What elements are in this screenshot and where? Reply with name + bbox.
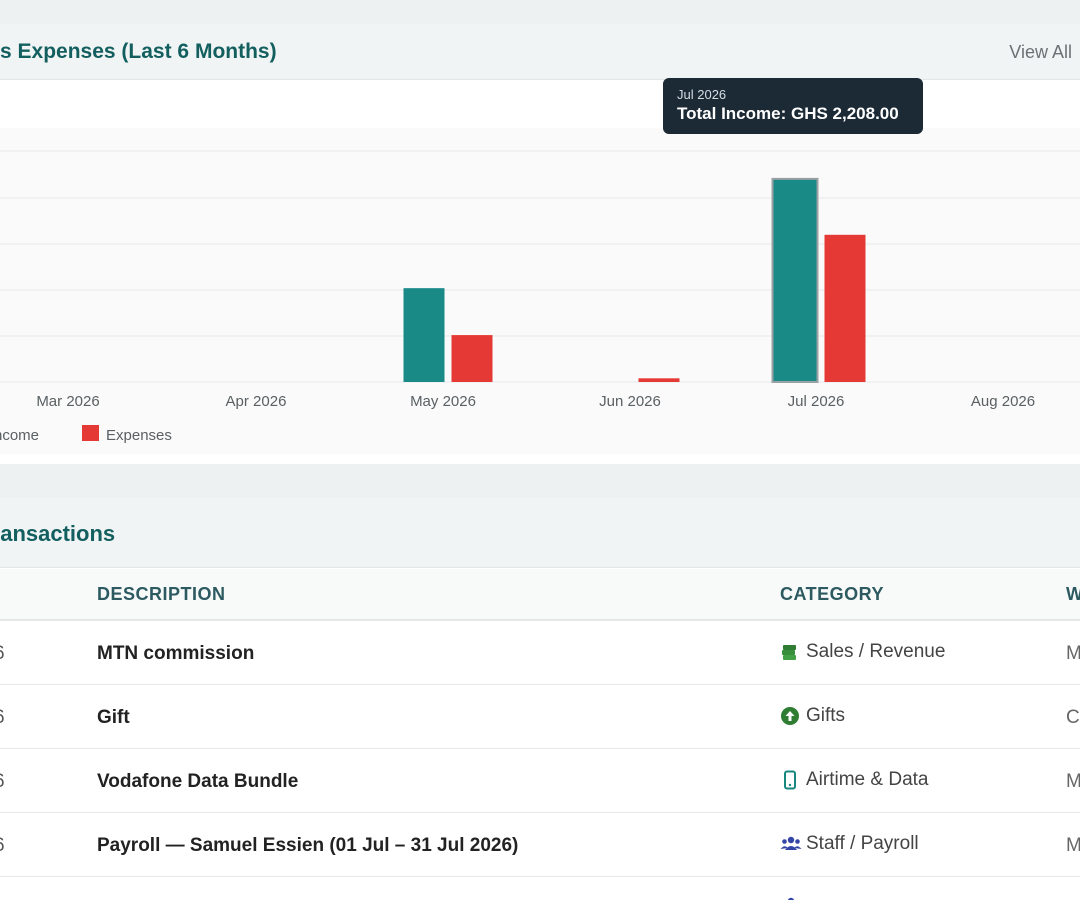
view-all-link[interactable]: View All xyxy=(1009,42,1072,62)
legend-label-expenses: Expenses xyxy=(106,427,172,444)
x-tick-label: Aug 2026 xyxy=(971,393,1035,410)
income-expenses-chart: Mar 2026 Apr 2026 May 2026 Jun 2026 Jul 2026… xyxy=(0,102,1080,444)
category-label: Airtime & Data xyxy=(806,769,929,790)
x-tick-label: Apr 2026 xyxy=(226,393,287,410)
category-label: Gifts xyxy=(806,705,846,726)
wallet-cell: M xyxy=(1066,643,1080,664)
expense-bar xyxy=(824,234,866,382)
chart-card-header: ne vs Expenses (Last 6 Months) View All xyxy=(0,24,1080,80)
income-bar xyxy=(403,288,445,382)
transactions-title: t Transactions xyxy=(0,521,116,546)
wallet-cell: C xyxy=(1066,707,1080,728)
column-header-description[interactable]: DESCRIPTION xyxy=(97,584,226,604)
category-cell: Staff / Payroll xyxy=(780,833,919,855)
x-tick-label: Jul 2026 xyxy=(788,393,845,410)
tooltip-value: Total Income: GHS 2,208.00 xyxy=(677,104,899,123)
column-header-category[interactable]: CATEGORY xyxy=(780,584,885,604)
category-cell: Airtime & Data xyxy=(780,769,928,791)
description-cell: Payroll — Samuel Essien (01 Jul – 31 Jul… xyxy=(97,835,519,856)
chart-tooltip: Jul 2026 Total Income: GHS 2,208.00 xyxy=(663,78,923,134)
table-row[interactable]: 6 Gift Gifts C xyxy=(0,685,1080,749)
description-cell: Gift xyxy=(97,707,130,728)
users-icon xyxy=(780,895,800,900)
money-stack-icon xyxy=(780,642,800,662)
chart-title: ne vs Expenses (Last 6 Months) xyxy=(0,40,277,63)
legend-swatch-expenses xyxy=(82,425,99,441)
wallet-cell: M xyxy=(1066,835,1080,856)
transactions-card: t Transactions DESCRIPTION CATEGORY W 6 M… xyxy=(0,498,1080,900)
transactions-table-body: 6 MTN commission Sales / Revenue M 6 Gift Gift… xyxy=(0,621,1080,900)
category-label: Sales / Revenue xyxy=(806,641,946,662)
category-cell: Sales / Revenue xyxy=(780,641,945,663)
arrow-up-circle-icon xyxy=(780,706,800,726)
tooltip-date: Jul 2026 xyxy=(677,87,727,102)
table-header-row: DESCRIPTION CATEGORY W xyxy=(0,569,1080,621)
date-cell: 6 xyxy=(0,835,5,857)
table-row[interactable]: 6 Payroll — Samuel Essien (01 Jul – 31 Ju… xyxy=(0,813,1080,877)
expense-bar xyxy=(638,378,680,382)
date-cell: 6 xyxy=(0,643,5,665)
x-tick-label: Jun 2026 xyxy=(599,393,661,410)
date-cell: 6 xyxy=(0,707,5,729)
phone-icon xyxy=(780,770,800,790)
transactions-card-header: t Transactions xyxy=(0,498,1080,568)
description-cell: Vodafone Data Bundle xyxy=(97,771,299,792)
users-icon xyxy=(780,834,802,854)
x-tick-label: Mar 2026 xyxy=(36,393,99,410)
chart-area: Mar 2026 Apr 2026 May 2026 Jun 2026 Jul 2026… xyxy=(0,102,1080,454)
wallet-cell: M xyxy=(1066,771,1080,792)
table-row[interactable] xyxy=(0,877,1080,900)
table-row[interactable]: 6 MTN commission Sales / Revenue M xyxy=(0,621,1080,685)
x-tick-label: May 2026 xyxy=(410,393,476,410)
legend-label-income: ncome xyxy=(0,427,39,444)
category-cell: Gifts xyxy=(780,705,845,727)
category-label: Staff / Payroll xyxy=(806,833,919,854)
date-cell: 6 xyxy=(0,771,5,793)
description-cell: MTN commission xyxy=(97,643,255,664)
income-bar xyxy=(771,177,819,383)
table-row[interactable]: 6 Vodafone Data Bundle Airtime & Data M xyxy=(0,749,1080,813)
column-header-wallet[interactable]: W xyxy=(1066,584,1080,604)
expense-bar xyxy=(451,335,493,382)
